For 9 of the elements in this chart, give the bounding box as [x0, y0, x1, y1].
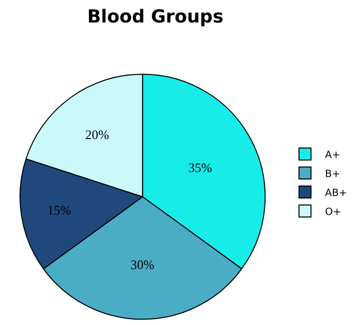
data-label: 35% — [188, 160, 212, 175]
legend-label: O+ — [325, 206, 342, 218]
legend-label: AB+ — [325, 188, 348, 199]
chart-title: Blood Groups — [87, 6, 224, 28]
data-label: 30% — [130, 256, 155, 272]
legend-label: A+ — [325, 150, 340, 161]
data-label: 15% — [47, 202, 72, 218]
data-label: 20% — [85, 126, 110, 142]
legend-label: B+ — [325, 168, 340, 180]
